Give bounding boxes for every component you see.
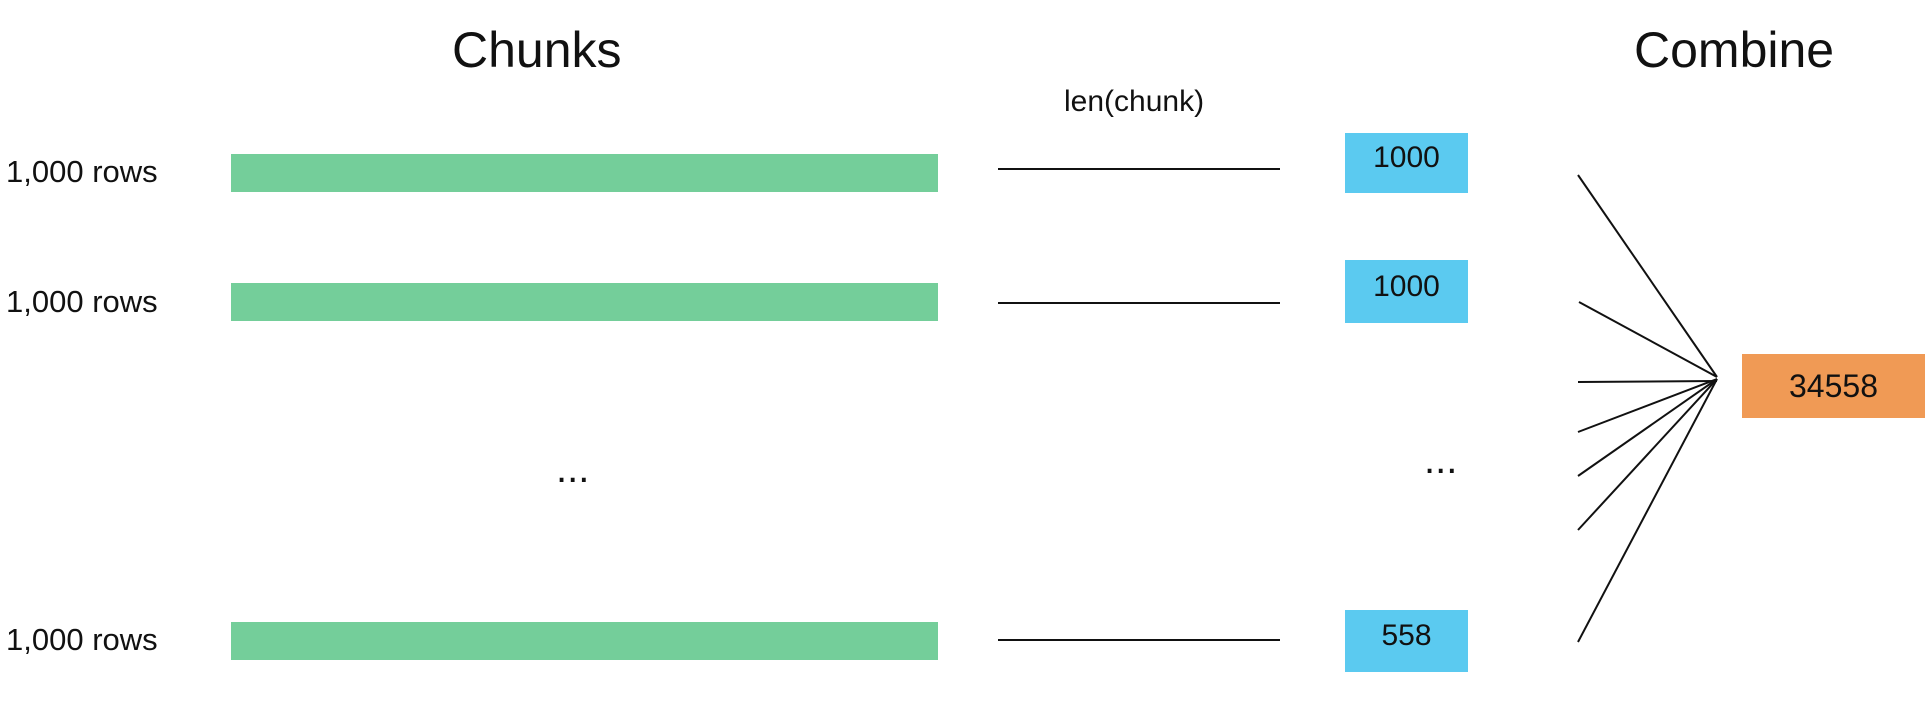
- fan-in-line: [1577, 378, 1718, 477]
- chunk-count-value: 558: [1381, 619, 1432, 652]
- fan-in-line: [1577, 378, 1718, 531]
- operation-label: len(chunk): [1064, 85, 1205, 118]
- combined-result-value: 34558: [1789, 367, 1878, 404]
- chunk-row-label: 1,000 rows: [6, 622, 158, 657]
- combine-heading: Combine: [1634, 22, 1835, 78]
- chunk-count-value: 1000: [1373, 141, 1440, 174]
- chunks-ellipsis: ...: [556, 447, 590, 491]
- chunk-count-box: 1000: [1345, 133, 1468, 193]
- chunk-row-label: 1,000 rows: [6, 154, 158, 189]
- chunk-count-box: 558: [1345, 610, 1468, 672]
- chunk-bar: [231, 154, 938, 192]
- chunk-row-label: 1,000 rows: [6, 284, 158, 319]
- fan-in-line: [1577, 378, 1718, 643]
- fan-in-line: [1577, 174, 1718, 378]
- len-connector-line: [998, 639, 1280, 641]
- fan-in-line: [1578, 301, 1718, 378]
- len-connector-line: [998, 168, 1280, 170]
- chunk-count-value: 1000: [1373, 269, 1440, 303]
- chunk-bar: [231, 622, 938, 660]
- counts-ellipsis: ...: [1424, 438, 1458, 482]
- combined-result-box: 34558: [1742, 354, 1925, 418]
- fan-in-line: [1577, 380, 1718, 383]
- chunk-count-box: 1000: [1345, 260, 1468, 323]
- chunks-heading: Chunks: [452, 22, 622, 78]
- len-connector-line: [998, 302, 1280, 304]
- fan-in-line: [1577, 378, 1718, 433]
- chunk-bar: [231, 283, 938, 321]
